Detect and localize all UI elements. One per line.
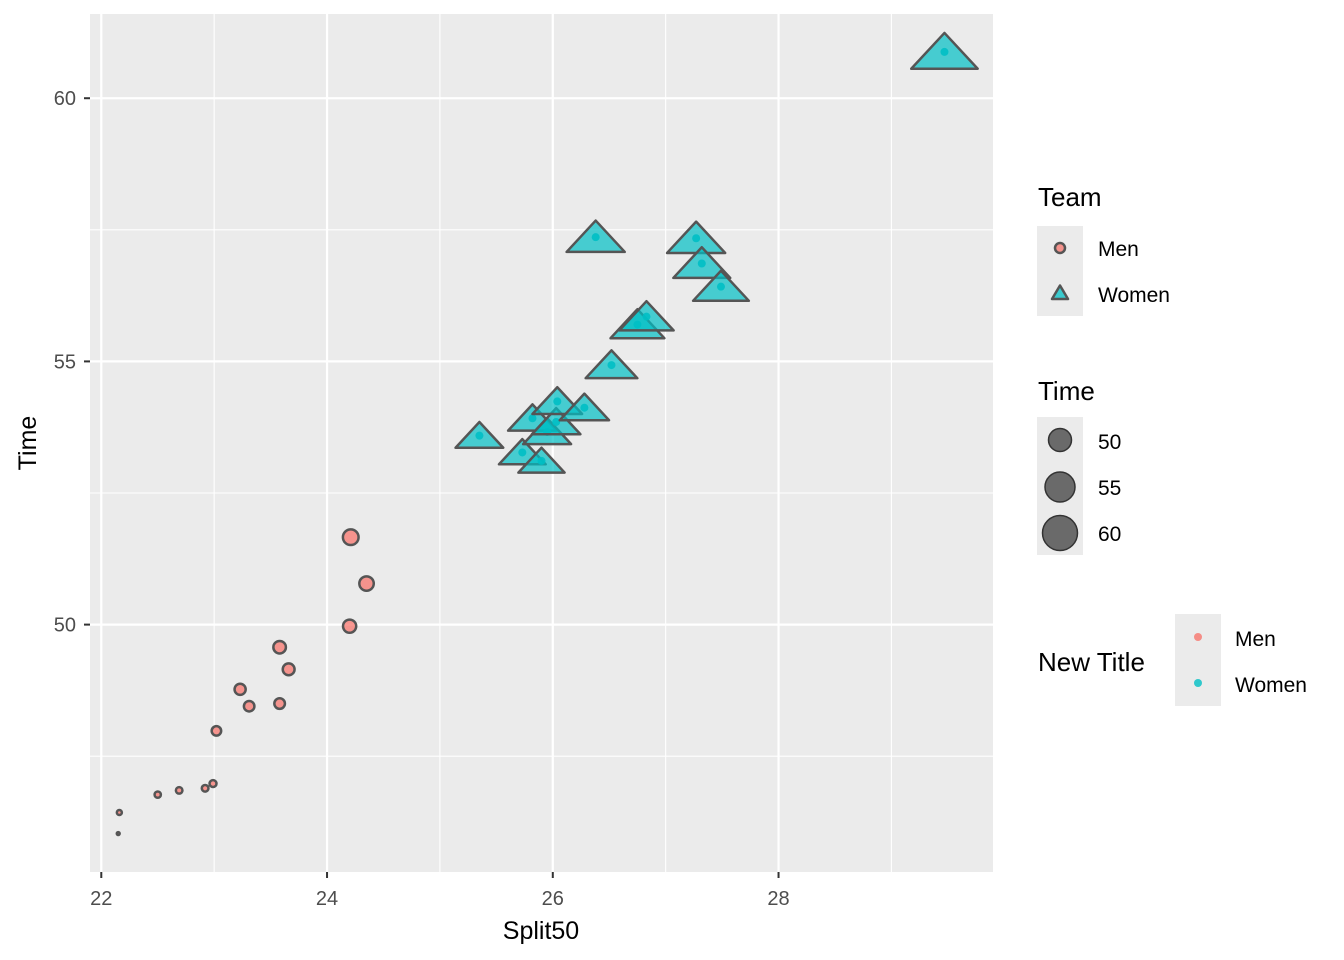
legend-new-title: New Title Men Women <box>1038 614 1307 706</box>
point-men <box>273 697 287 711</box>
point-women-center-dot <box>528 414 537 423</box>
point-men <box>272 639 288 655</box>
x-tick-label: 22 <box>90 888 112 910</box>
point-men <box>341 528 360 547</box>
point-men <box>242 699 256 713</box>
point-men <box>174 785 184 795</box>
minor-gridlines <box>90 14 993 872</box>
y-axis-title: Time <box>14 416 42 471</box>
data-points <box>115 31 979 837</box>
point-women-center-dot <box>518 448 527 457</box>
legend-time-label-50: 50 <box>1098 431 1121 454</box>
point-women-center-dot <box>553 397 562 406</box>
x-tick-label: 28 <box>767 888 789 910</box>
legend-time-label-55: 55 <box>1098 477 1121 500</box>
legend-size-key-55 <box>1044 471 1076 503</box>
legend-new-title-keys-bg <box>1175 614 1221 706</box>
y-tick-label: 50 <box>54 615 76 637</box>
point-women-center-dot <box>697 259 706 268</box>
point-women-center-dot <box>537 456 546 465</box>
legend-size-key-60 <box>1041 514 1079 552</box>
point-women-center-dot <box>552 417 561 426</box>
legend-men-circle-key <box>1053 241 1067 255</box>
point-men <box>208 778 218 789</box>
point-men <box>341 618 358 635</box>
x-tick-label: 26 <box>542 888 564 910</box>
legend-time-title: Time <box>1038 376 1095 406</box>
legend-team: Team Men Women <box>1037 182 1170 316</box>
legend-team-label-men: Men <box>1098 238 1139 261</box>
point-men <box>233 682 247 697</box>
point-men <box>210 724 223 737</box>
point-men <box>281 662 296 677</box>
point-men <box>200 783 210 793</box>
point-men <box>115 808 124 817</box>
point-women-center-dot <box>591 233 600 242</box>
y-axis-ticks: 50 55 60 <box>54 88 90 637</box>
point-women-center-dot <box>716 282 725 291</box>
point-women-center-dot <box>607 361 616 370</box>
y-tick-label: 60 <box>54 88 76 110</box>
point-women-center-dot <box>475 431 484 440</box>
legend-women-triangle-key <box>1050 284 1070 301</box>
legend-new-title-men-dot <box>1194 633 1202 641</box>
point-men <box>115 830 121 837</box>
point-men <box>358 575 376 593</box>
point-men <box>153 790 163 800</box>
legend-size-key-50 <box>1047 427 1073 453</box>
x-axis-ticks: 22 24 26 28 <box>90 872 790 910</box>
point-women-center-dot <box>692 234 701 243</box>
legend-new-title-title: New Title <box>1038 647 1145 677</box>
x-tick-label: 24 <box>316 888 338 910</box>
legend-time-label-60: 60 <box>1098 523 1121 546</box>
point-women-center-dot <box>642 312 651 321</box>
legend-new-title-label-women: Women <box>1235 674 1307 697</box>
point-women-center-dot <box>940 47 949 56</box>
legend-team-label-women: Women <box>1098 284 1170 307</box>
legend-time: Time 50 55 60 <box>1037 376 1121 555</box>
legend-team-keys-bg <box>1037 226 1083 316</box>
legend-new-title-label-men: Men <box>1235 628 1276 651</box>
legend-team-title: Team <box>1038 182 1102 212</box>
legend-new-title-women-dot <box>1194 679 1202 687</box>
point-women-center-dot <box>580 403 589 412</box>
y-tick-label: 55 <box>54 351 76 373</box>
x-axis-title: Split50 <box>503 917 579 945</box>
